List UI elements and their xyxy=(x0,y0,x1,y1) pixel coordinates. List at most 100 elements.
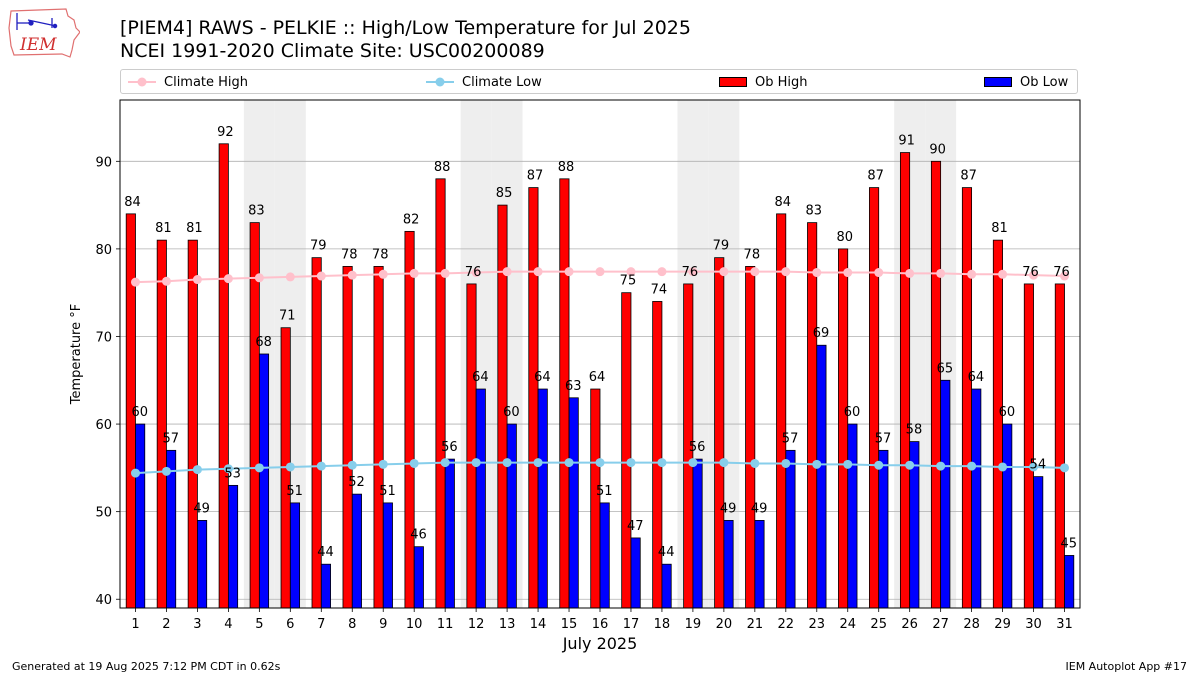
legend-item-climate-high: Climate High xyxy=(128,73,248,91)
climate-low-point-day-17 xyxy=(626,458,636,468)
iowa-state-outline xyxy=(8,8,80,58)
ob-high-label-day-8: 78 xyxy=(341,247,358,262)
legend-swatch-ob-low xyxy=(984,77,1012,87)
climate-low-point-day-12 xyxy=(471,458,481,468)
ob-high-label-day-30: 76 xyxy=(1022,265,1039,280)
climate-high-point-day-9 xyxy=(378,269,388,279)
ob-high-bar-day-2 xyxy=(156,239,167,609)
y-tick-label: 80 xyxy=(95,243,112,258)
ob-high-label-day-7: 79 xyxy=(310,239,327,254)
climate-low-point-day-8 xyxy=(347,460,357,470)
ob-low-label-day-4: 53 xyxy=(224,466,241,481)
y-tick-label: 90 xyxy=(95,155,112,170)
ob-low-label-day-1: 60 xyxy=(131,405,148,420)
ob-low-label-day-20: 49 xyxy=(720,501,737,516)
ob-high-bar-day-30 xyxy=(1023,283,1034,609)
ob-low-bar-day-4 xyxy=(227,484,239,609)
legend-item-ob-low: Ob Low xyxy=(984,73,1068,91)
ob-high-bar-day-28 xyxy=(961,187,973,609)
climate-low-point-day-13 xyxy=(502,458,512,468)
ob-high-label-day-27: 90 xyxy=(929,142,946,157)
ob-high-bar-day-9 xyxy=(373,266,384,609)
climate-high-point-day-15 xyxy=(564,267,574,277)
climate-low-point-day-21 xyxy=(750,458,760,468)
climate-low-point-day-2 xyxy=(161,466,171,476)
ob-high-label-day-12: 76 xyxy=(465,265,482,280)
x-tick-label-17: 17 xyxy=(623,617,640,632)
x-tick-label-24: 24 xyxy=(839,617,856,632)
climate-high-point-day-24 xyxy=(843,268,853,278)
ob-high-label-day-4: 92 xyxy=(217,125,234,140)
x-tick-label-15: 15 xyxy=(561,617,578,632)
ob-low-label-day-15: 63 xyxy=(565,379,582,394)
ob-low-label-day-5: 68 xyxy=(255,335,272,350)
ob-high-label-day-5: 83 xyxy=(248,204,265,219)
climate-high-point-day-5 xyxy=(254,273,264,283)
x-tick-label-13: 13 xyxy=(499,617,516,632)
ob-high-label-day-9: 78 xyxy=(372,247,389,262)
ob-low-label-day-11: 56 xyxy=(441,440,458,455)
x-tick-label-31: 31 xyxy=(1056,617,1073,632)
ob-high-label-day-14: 87 xyxy=(527,169,544,184)
x-tick-label-8: 8 xyxy=(348,617,356,632)
climate-low-point-day-4 xyxy=(223,464,233,474)
ob-high-label-day-20: 79 xyxy=(713,239,730,254)
ob-low-bar-day-6 xyxy=(289,502,301,609)
climate-low-point-day-18 xyxy=(657,458,667,468)
climate-high-point-day-13 xyxy=(502,267,512,277)
climate-high-point-day-28 xyxy=(967,269,977,279)
ob-high-bar-day-11 xyxy=(435,178,446,609)
ob-high-label-day-21: 78 xyxy=(744,247,761,262)
ob-low-label-day-7: 44 xyxy=(317,545,334,560)
x-tick-label-7: 7 xyxy=(317,617,325,632)
x-tick-label-23: 23 xyxy=(809,617,826,632)
app-label: IEM Autoplot App #17 xyxy=(1065,660,1188,673)
climate-high-point-day-25 xyxy=(874,268,884,278)
ob-low-label-day-10: 46 xyxy=(410,528,427,543)
x-tick-label-12: 12 xyxy=(468,617,485,632)
ob-low-bar-day-10 xyxy=(413,546,424,609)
climate-high-point-day-19 xyxy=(688,267,698,277)
climate-low-point-day-14 xyxy=(533,458,543,468)
x-tick-label-28: 28 xyxy=(963,617,980,632)
climate-low-point-day-19 xyxy=(688,458,698,468)
y-tick-label: 60 xyxy=(95,418,112,433)
ob-low-label-day-23: 69 xyxy=(813,326,830,341)
ob-low-label-day-17: 47 xyxy=(627,519,644,534)
ob-low-bar-day-28 xyxy=(971,388,982,609)
ob-high-label-day-1: 84 xyxy=(124,195,141,210)
ob-low-bar-day-15 xyxy=(568,397,579,609)
ob-low-label-day-13: 60 xyxy=(503,405,520,420)
climate-low-point-day-31 xyxy=(1060,463,1070,473)
climate-high-point-day-29 xyxy=(998,269,1008,279)
ob-low-bar-day-7 xyxy=(320,563,331,609)
climate-high-point-day-11 xyxy=(440,268,450,278)
climate-low-point-day-27 xyxy=(936,461,946,471)
ob-high-label-day-23: 83 xyxy=(805,204,822,219)
climate-high-point-day-8 xyxy=(347,270,357,280)
climate-high-point-day-30 xyxy=(1029,270,1039,280)
ob-low-bar-day-25 xyxy=(878,449,889,609)
ob-low-bar-day-11 xyxy=(444,458,455,609)
ob-high-bar-day-8 xyxy=(342,266,353,609)
ob-low-label-day-3: 49 xyxy=(193,501,210,516)
climate-high-point-day-3 xyxy=(192,275,202,285)
climate-low-point-day-22 xyxy=(781,458,791,468)
ob-low-bar-day-27 xyxy=(940,379,951,609)
climate-low-point-day-26 xyxy=(905,460,915,470)
climate-low-point-day-11 xyxy=(440,458,450,468)
ob-low-bar-day-20 xyxy=(723,520,734,609)
ob-high-bar-day-4 xyxy=(218,143,229,609)
legend-label-ob-low: Ob Low xyxy=(1020,74,1069,90)
ob-high-label-day-24: 80 xyxy=(836,230,853,245)
climate-high-point-day-1 xyxy=(130,277,140,287)
ob-high-bar-day-3 xyxy=(187,239,198,609)
ob-low-bar-day-5 xyxy=(258,353,270,609)
ob-high-bar-day-14 xyxy=(528,187,539,609)
ob-low-bar-day-16 xyxy=(599,502,610,609)
chart-title: [PIEM4] RAWS - PELKIE :: High/Low Temper… xyxy=(120,17,691,39)
legend-label-climate-low: Climate Low xyxy=(462,74,542,90)
ob-high-bar-day-10 xyxy=(404,230,415,609)
climate-low-point-day-30 xyxy=(1029,462,1039,472)
ob-low-label-day-30: 54 xyxy=(1030,458,1047,473)
